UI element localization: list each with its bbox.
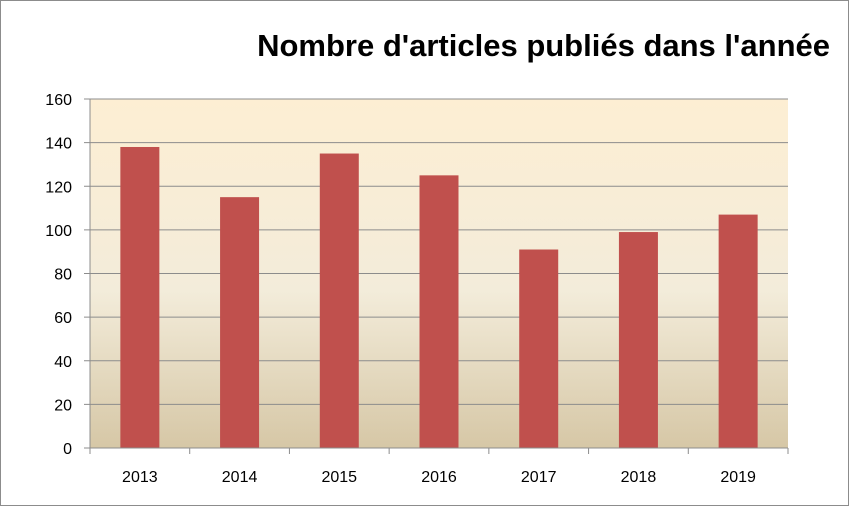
bar-2017 [519,249,559,448]
y-tick-label: 40 [54,354,72,371]
x-tick-label: 2019 [720,469,756,486]
x-tick-label: 2015 [321,469,357,486]
y-tick-label: 20 [54,397,72,414]
y-tick-label: 160 [45,92,72,109]
bar-2018 [618,232,658,448]
bar-2014 [220,197,260,448]
x-tick-label: 2013 [122,469,158,486]
y-tick-labels: 0 20 40 60 80 100 120 140 160 [45,92,72,458]
y-tick-label: 60 [54,310,72,327]
bar-2016 [419,175,459,448]
x-tick-label: 2018 [621,469,657,486]
bar-2013 [120,146,160,449]
y-tick-label: 100 [45,223,72,240]
y-tick-label: 0 [63,441,72,458]
y-tick-label: 120 [45,179,72,196]
x-tick-labels: 2013 2014 2015 2016 2017 2018 2019 [122,469,756,486]
bar-2019 [718,214,758,448]
x-tick-label: 2014 [222,469,258,486]
chart-title: Nombre d'articles publiés dans l'année [257,28,830,63]
axes [84,98,789,454]
y-tick-label: 140 [45,136,72,153]
x-tick-label: 2016 [421,469,457,486]
bar-2015 [319,153,359,448]
bars [120,146,758,449]
y-tick-label: 80 [54,267,72,284]
x-tick-label: 2017 [521,469,557,486]
